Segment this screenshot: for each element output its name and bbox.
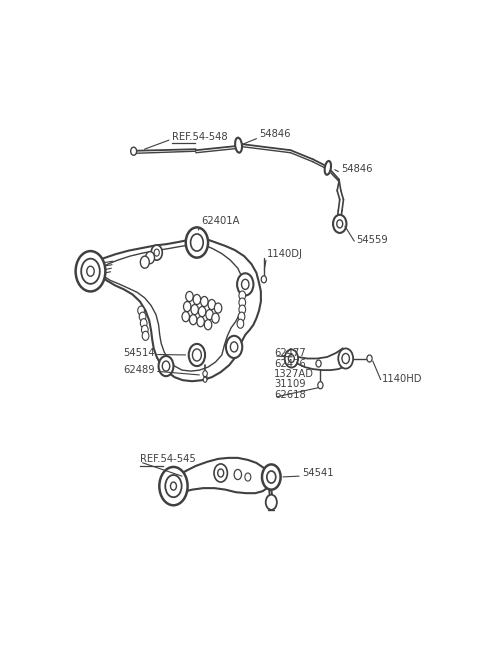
Text: 31109: 31109 [274,379,306,388]
Circle shape [226,336,242,358]
Circle shape [267,471,276,483]
Circle shape [191,234,203,251]
Circle shape [214,464,228,482]
Circle shape [230,342,238,352]
Circle shape [151,245,162,260]
Circle shape [261,276,266,283]
Text: 54514: 54514 [123,348,155,358]
Circle shape [338,348,353,369]
Circle shape [159,467,188,505]
Text: 62489: 62489 [123,365,155,375]
Circle shape [186,227,208,257]
Text: REF.54-545: REF.54-545 [140,455,196,464]
Text: 54541: 54541 [302,468,334,478]
Circle shape [201,297,208,307]
Circle shape [193,295,201,305]
Text: 62618: 62618 [274,390,306,400]
Circle shape [316,360,321,367]
Circle shape [76,251,106,291]
Circle shape [142,331,149,341]
Text: 1140DJ: 1140DJ [266,249,302,259]
Circle shape [266,495,277,510]
Text: 54846: 54846 [341,164,372,174]
Circle shape [186,291,193,301]
Circle shape [234,470,241,479]
Circle shape [158,356,173,376]
Circle shape [165,475,181,497]
Circle shape [139,312,146,321]
Circle shape [337,220,343,228]
Circle shape [191,305,198,314]
Circle shape [145,252,155,264]
Circle shape [239,298,246,307]
Circle shape [192,349,202,361]
Circle shape [333,215,347,233]
Circle shape [342,354,349,364]
Circle shape [140,256,149,269]
Circle shape [182,312,190,322]
Circle shape [131,147,137,155]
Circle shape [367,355,372,362]
Circle shape [140,319,147,328]
Circle shape [208,299,216,310]
Circle shape [198,307,206,316]
Circle shape [183,301,191,312]
Circle shape [218,469,224,477]
Circle shape [285,349,298,367]
Circle shape [190,314,197,325]
Text: 62476: 62476 [274,358,306,369]
Ellipse shape [235,138,242,153]
Circle shape [138,306,144,315]
Text: 1327AD: 1327AD [274,369,314,379]
Circle shape [237,273,253,295]
Circle shape [162,361,170,371]
Circle shape [262,464,281,490]
Circle shape [241,279,249,290]
Circle shape [239,291,246,300]
Circle shape [189,344,205,366]
Text: REF.54-548: REF.54-548 [172,132,227,141]
Circle shape [239,305,246,314]
Circle shape [245,473,251,481]
Circle shape [170,482,177,490]
Circle shape [288,354,294,363]
Circle shape [237,319,244,328]
Text: 54846: 54846 [259,129,290,139]
Circle shape [154,249,159,256]
Circle shape [204,320,212,329]
Circle shape [238,312,245,321]
Circle shape [212,313,219,323]
Text: 62477: 62477 [274,348,306,358]
Ellipse shape [324,161,331,175]
Circle shape [197,316,204,327]
Circle shape [206,310,213,320]
Circle shape [215,303,222,313]
Text: 1140HD: 1140HD [382,374,422,384]
Text: 54559: 54559 [356,235,387,245]
Circle shape [87,266,94,276]
Circle shape [203,377,207,383]
Circle shape [142,326,148,334]
Circle shape [81,259,100,284]
Text: 62401A: 62401A [202,216,240,226]
Circle shape [203,371,207,377]
Circle shape [318,382,323,389]
